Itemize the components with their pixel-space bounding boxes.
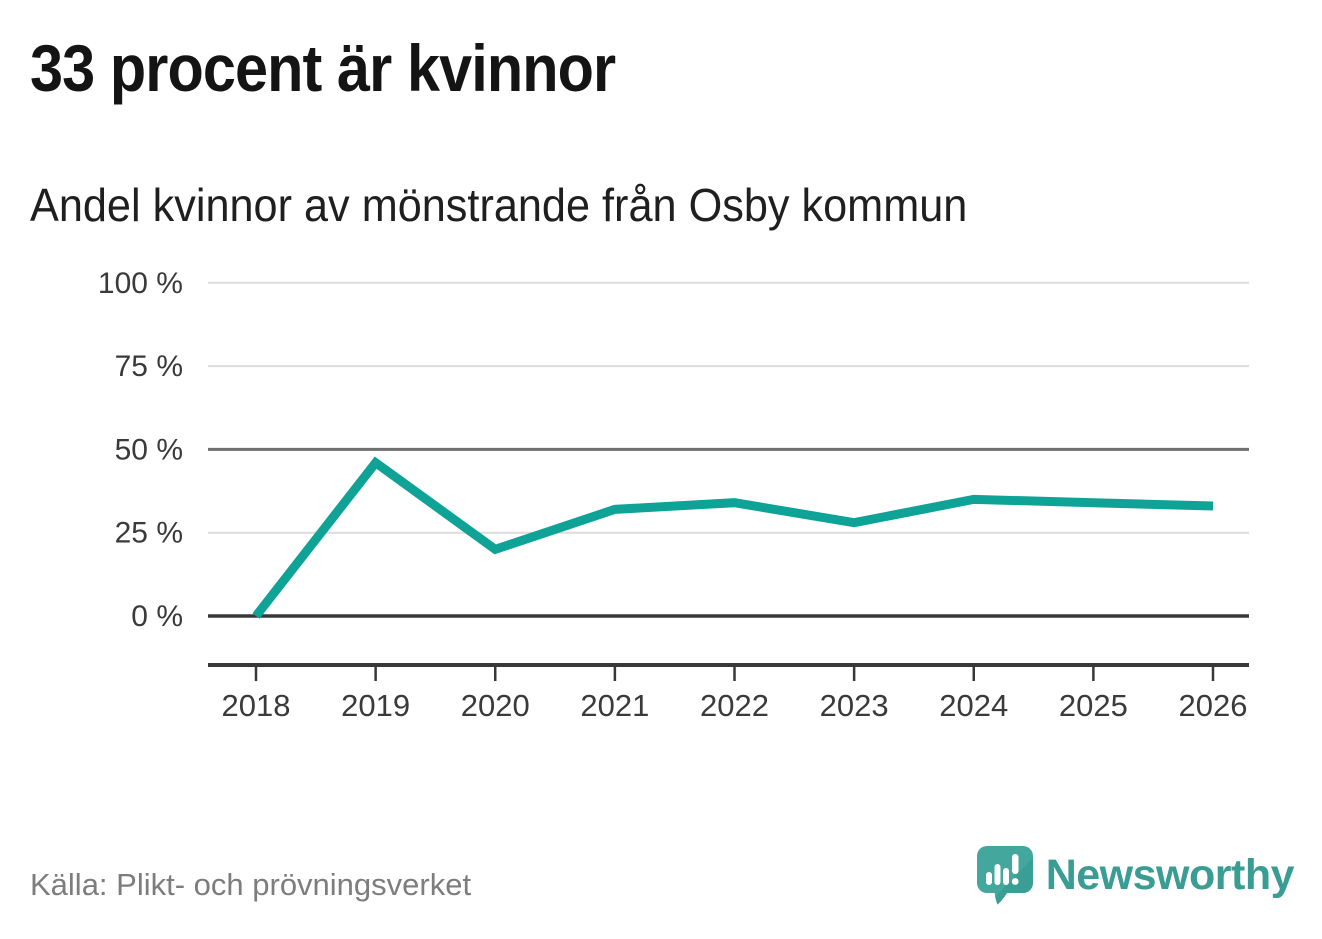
x-axis-tick-label: 2019 [341,688,410,723]
data-line-andel-kvinnor-av-mönstrande [252,456,1214,619]
x-axis-tick-label: 2025 [1059,688,1128,723]
y-axis-tick-label: 25 % [115,517,183,550]
y-axis-tick-label: 75 % [115,350,183,383]
x-axis-tick-label: 2026 [1179,688,1248,723]
x-axis-tick-label: 2020 [461,688,530,723]
x-axis-tick-label: 2021 [580,688,649,723]
newsworthy-speech-bubble-barchart-icon [976,846,1033,905]
newsworthy-wordmark: Newsworthy [1045,851,1295,899]
chart-subtitle: Andel kvinnor av mönstrande från Osby ko… [30,179,968,231]
x-axis-tick-label: 2022 [700,688,769,723]
x-axis-tick-label: 2023 [820,688,889,723]
x-axis-tick-label: 2024 [939,688,1008,723]
source-note: Källa: Plikt- och prövningsverket [30,867,472,902]
newsworthy-logo: Newsworthy [976,846,1295,905]
x-axis-tick-label: 2018 [222,688,291,723]
y-axis-tick-label: 0 % [131,600,183,633]
chart-title: 33 procent är kvinnor [30,31,616,105]
y-axis-tick-label: 50 % [115,433,183,466]
y-axis-tick-label: 100 % [98,267,183,300]
